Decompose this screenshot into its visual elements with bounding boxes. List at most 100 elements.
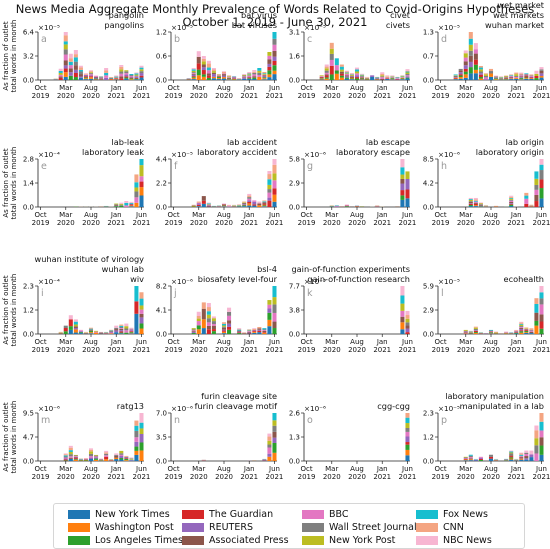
- bar-segment: [237, 329, 242, 330]
- bar-segment: [58, 70, 63, 73]
- bar-segment: [483, 73, 488, 75]
- panel-l-exponent: ×10⁻⁵: [438, 277, 460, 286]
- bar-segment: [488, 332, 494, 334]
- bar-segment: [272, 328, 277, 334]
- panel-i-exponent: ×10⁻⁴: [38, 277, 60, 286]
- bar-segment: [400, 286, 405, 296]
- bar-segment: [78, 333, 83, 334]
- bar-segment: [360, 75, 365, 77]
- bar-segment: [539, 67, 544, 70]
- bar-segment: [354, 69, 360, 72]
- panel-m-exponent: ×10⁻⁶: [38, 404, 60, 413]
- bar-segment: [509, 453, 514, 456]
- bar-segment: [119, 205, 124, 207]
- bar-segment: [68, 53, 73, 59]
- panel-a-xtick-label: Jun: [135, 84, 147, 92]
- bar-segment: [129, 202, 134, 204]
- bar-segment: [262, 79, 267, 80]
- bar-segment: [109, 79, 114, 80]
- bar-segment: [267, 55, 272, 60]
- bar-segment: [463, 53, 468, 58]
- bar-segment: [201, 328, 206, 334]
- panel-a-xtick-label: Mar: [59, 84, 72, 92]
- bar-segment: [478, 456, 483, 458]
- bar-segment: [252, 328, 257, 329]
- bar-segment: [88, 459, 94, 461]
- bar-segment: [534, 178, 539, 185]
- bar-segment: [206, 325, 211, 330]
- bar-segment: [206, 77, 211, 80]
- bar-segment: [206, 314, 211, 319]
- bar-segment: [488, 331, 494, 332]
- bar-segment: [375, 78, 380, 79]
- legend-swatch: [182, 523, 204, 532]
- bar-segment: [124, 330, 129, 333]
- bar-segment: [519, 79, 524, 80]
- panel-l-xtick-year: 2020: [482, 346, 500, 354]
- bar-segment: [119, 65, 124, 67]
- bar-segment: [524, 78, 529, 79]
- panel-f-ytick-label: 2.2: [156, 180, 167, 188]
- bar-segment: [237, 330, 242, 332]
- bar-segment: [267, 66, 272, 71]
- bar-segment: [78, 330, 83, 332]
- bar-segment: [458, 72, 463, 75]
- bar-segment: [211, 316, 216, 319]
- bar-segment: [519, 328, 524, 331]
- bar-segment: [463, 332, 468, 334]
- bar-segment: [514, 331, 519, 333]
- panel-e-xtick-year: 2020: [57, 219, 75, 227]
- bar-segment: [88, 71, 94, 73]
- panel-c-exponent: ×10⁻⁵: [304, 23, 326, 32]
- bar-segment: [478, 78, 483, 80]
- bar-segment: [139, 176, 144, 182]
- bar-segment: [272, 312, 277, 322]
- bar-segment: [509, 76, 514, 78]
- bar-segment: [519, 459, 524, 461]
- bar-segment: [534, 189, 539, 195]
- panel-i-xtick-year: 2021: [107, 346, 125, 354]
- bar-segment: [473, 197, 478, 200]
- bar-segment: [206, 203, 211, 204]
- bar-segment: [524, 76, 529, 78]
- panel-i-title-2: wuhan lab: [102, 264, 144, 274]
- bar-segment: [272, 44, 277, 51]
- bar-segment: [78, 329, 83, 331]
- bar-segment: [221, 322, 227, 324]
- bar-segment: [468, 199, 473, 202]
- bar-segment: [201, 70, 206, 75]
- bar-segment: [468, 206, 473, 207]
- bar-segment: [196, 202, 201, 204]
- bar-segment: [63, 453, 68, 455]
- panel-o-xtick-year: 2020: [348, 473, 366, 481]
- bar-segment: [78, 332, 83, 334]
- bar-segment: [405, 75, 410, 77]
- panel-d-xtick-year: 2021: [507, 92, 525, 100]
- bar-segment: [539, 314, 544, 322]
- bar-segment: [88, 332, 94, 334]
- panel-f-xtick-year: 2020: [190, 219, 208, 227]
- bar-segment: [488, 454, 494, 457]
- bar-segment: [119, 66, 124, 70]
- panel-f-exponent: ×10⁻⁵: [171, 150, 193, 159]
- bar-segment: [272, 164, 277, 174]
- panel-f-xtick-year: 2021: [240, 219, 258, 227]
- bar-segment: [221, 326, 227, 328]
- bar-segment: [354, 67, 360, 70]
- bar-segment: [129, 460, 134, 461]
- bar-segment: [139, 433, 144, 443]
- bar-segment: [114, 457, 119, 460]
- bar-segment: [191, 206, 196, 207]
- bar-segment: [272, 420, 277, 426]
- bar-segment: [68, 457, 73, 459]
- bar-segment: [78, 331, 83, 333]
- bar-segment: [272, 56, 277, 61]
- panel-c-xtick-year: 2019: [298, 92, 316, 100]
- panel-n-title-2: furin cleavage motif: [195, 401, 279, 411]
- bar-segment: [119, 330, 124, 332]
- bar-segment: [509, 75, 514, 76]
- bar-segment: [324, 68, 329, 71]
- bar-segment: [139, 187, 144, 196]
- bar-segment: [73, 61, 78, 66]
- panel-o-xtick-year: 2019: [298, 473, 316, 481]
